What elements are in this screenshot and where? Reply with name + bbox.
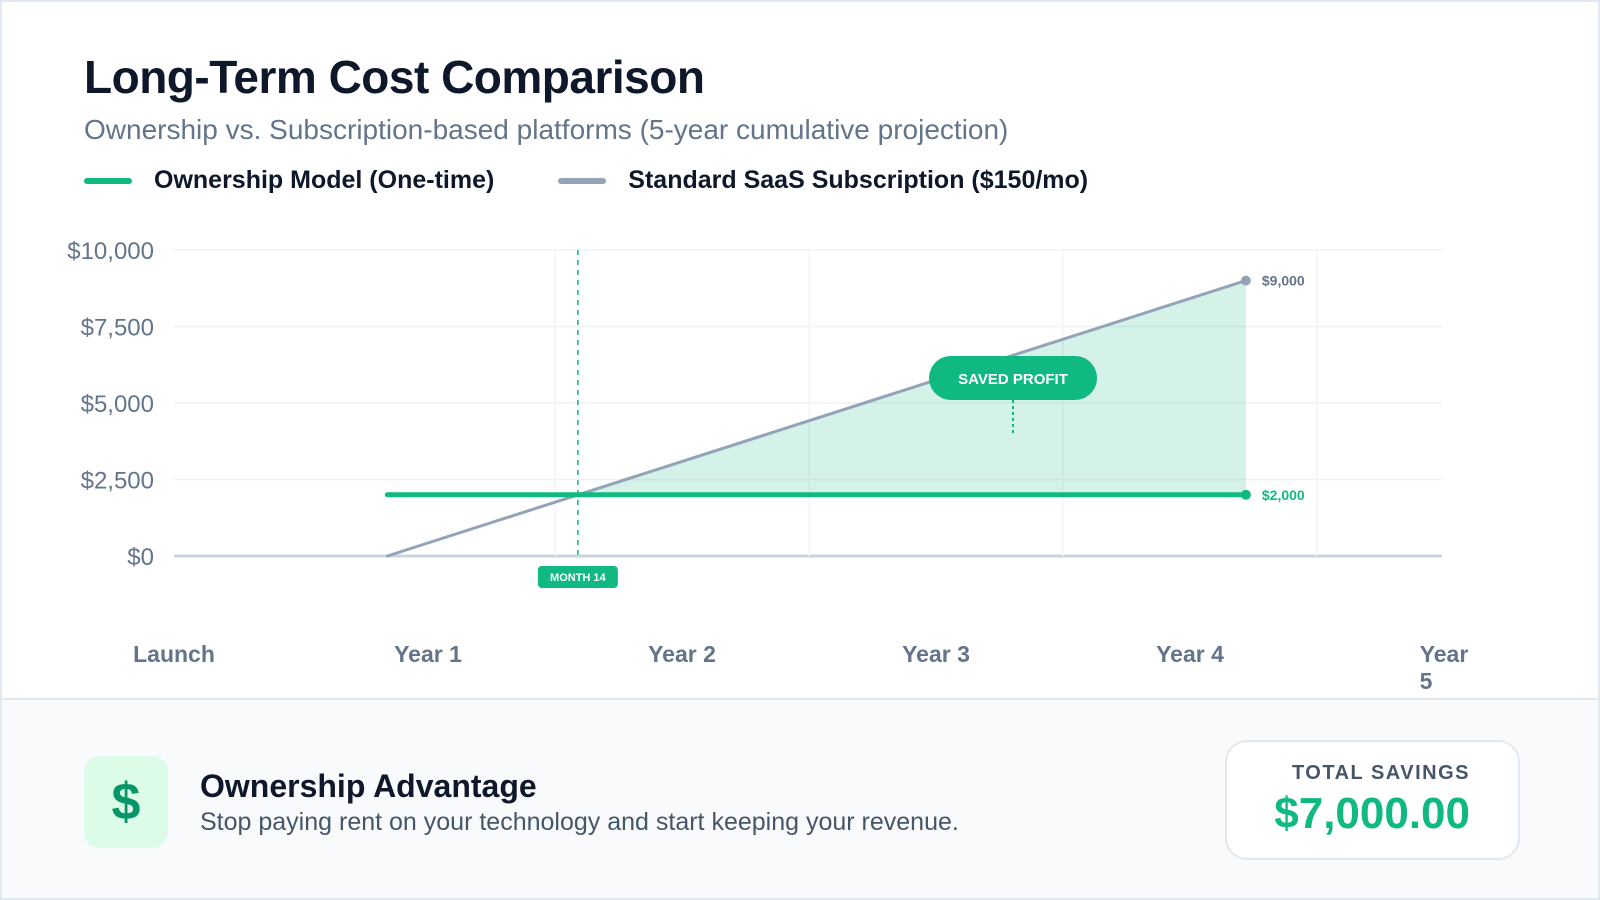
series-end-label-ownership: $2,000 (1262, 487, 1305, 503)
x-tick-label: Year 3 (902, 641, 970, 667)
series-end-label-subscription: $9,000 (1262, 273, 1305, 289)
y-tick-label: $7,500 (81, 315, 154, 342)
y-tick-label: $0 (127, 544, 154, 571)
cost-line-chart: $0 $2,500 $5,000 $7,500 $10,000 Launch Year 1 Y… (67, 238, 1469, 694)
legend-swatch-ownership (84, 177, 132, 184)
series-line-subscription (385, 279, 1248, 558)
x-tick-label: Year 4 (1156, 641, 1224, 667)
x-tick-label: Launch (133, 641, 215, 667)
x-tick-label: Year 5 (1420, 641, 1469, 694)
legend-item-subscription: Standard SaaS Subscription ($150/mo) (558, 166, 1088, 195)
total-savings-label: TOTAL SAVINGS (1291, 762, 1470, 784)
legend-swatch-subscription (558, 177, 607, 184)
break-even-badge (537, 566, 618, 588)
dollar-icon: $ (84, 756, 168, 848)
chart-legend: Ownership Model (One-time) Standard SaaS… (84, 166, 1152, 195)
y-tick-label: $2,500 (81, 468, 154, 495)
y-tick-label: $5,000 (81, 391, 154, 418)
total-savings-card: TOTAL SAVINGS $7,000.00 (1225, 740, 1520, 860)
series-point-ownership (1240, 489, 1251, 500)
advantage-title: Ownership Advantage (200, 768, 537, 804)
legend-item-ownership: Ownership Model (One-time) (84, 166, 494, 195)
x-tick-label: Year 2 (648, 641, 716, 667)
footer-panel: $ Ownership Advantage Stop paying rent o… (2, 698, 1598, 898)
legend-label-subscription: Standard SaaS Subscription ($150/mo) (628, 166, 1089, 194)
saved-profit-pill (929, 356, 1097, 400)
page-title: Long-Term Cost Comparison (84, 51, 705, 103)
break-even-label: MONTH 14 (550, 572, 607, 584)
advantage-text: Stop paying rent on your technology and … (200, 808, 959, 836)
x-tick-label: Year 1 (394, 641, 462, 667)
saved-profit-label: SAVED PROFIT (958, 371, 1068, 388)
series-point-subscription (1240, 275, 1251, 286)
legend-label-ownership: Ownership Model (One-time) (154, 166, 495, 194)
page-subtitle: Ownership vs. Subscription-based platfor… (84, 114, 1009, 145)
total-savings-value: $7,000.00 (1274, 789, 1470, 838)
y-tick-label: $10,000 (67, 238, 154, 265)
